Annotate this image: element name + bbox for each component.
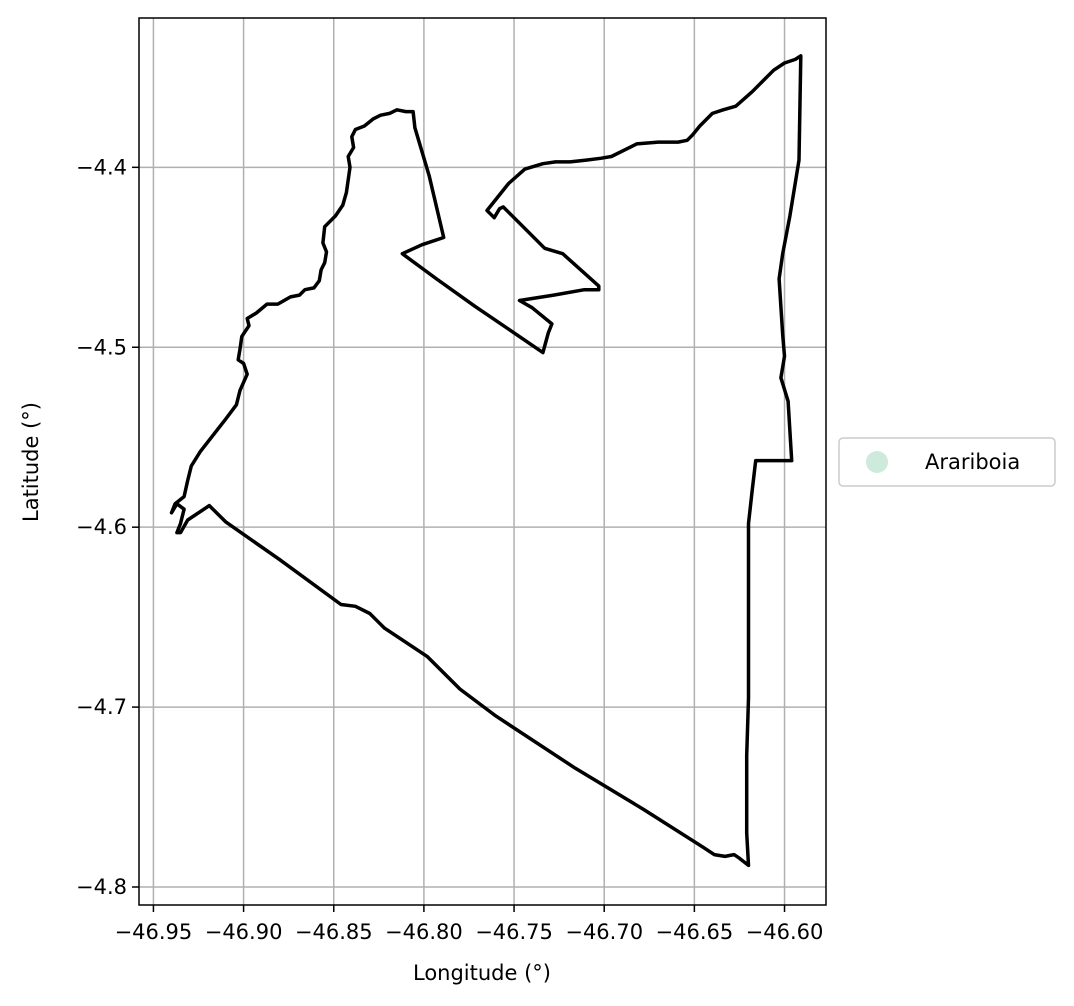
x-tick-label: −46.65 (656, 920, 734, 944)
axis-ticks: −46.95 −46.90 −46.85 −46.80 −46.75 −46.70 −46.… (76, 155, 823, 944)
y-tick-label: −4.6 (76, 515, 127, 539)
territory-boundary (169, 54, 803, 868)
x-tick-label: −46.85 (295, 920, 373, 944)
grid-lines (139, 18, 826, 905)
y-tick-label: −4.4 (76, 155, 127, 179)
x-tick-label: −46.75 (475, 920, 553, 944)
y-axis-label: Latitude (°) (19, 402, 43, 522)
territory-outline-layer (169, 54, 803, 868)
y-tick-label: −4.8 (76, 875, 127, 899)
x-axis-label: Longitude (°) (413, 961, 551, 985)
x-tick-label: −46.60 (746, 920, 824, 944)
x-tick-label: −46.70 (565, 920, 643, 944)
x-tick-label: −46.95 (115, 920, 193, 944)
x-tick-label: −46.90 (205, 920, 283, 944)
legend-label: Arariboia (925, 450, 1020, 474)
plot-frame (138, 17, 827, 906)
legend-box (838, 437, 1056, 487)
y-tick-label: −4.7 (76, 695, 127, 719)
x-tick-label: −46.80 (385, 920, 463, 944)
legend: Arariboia (838, 437, 1056, 487)
y-tick-label: −4.5 (76, 335, 127, 359)
legend-marker-circle (866, 451, 888, 473)
